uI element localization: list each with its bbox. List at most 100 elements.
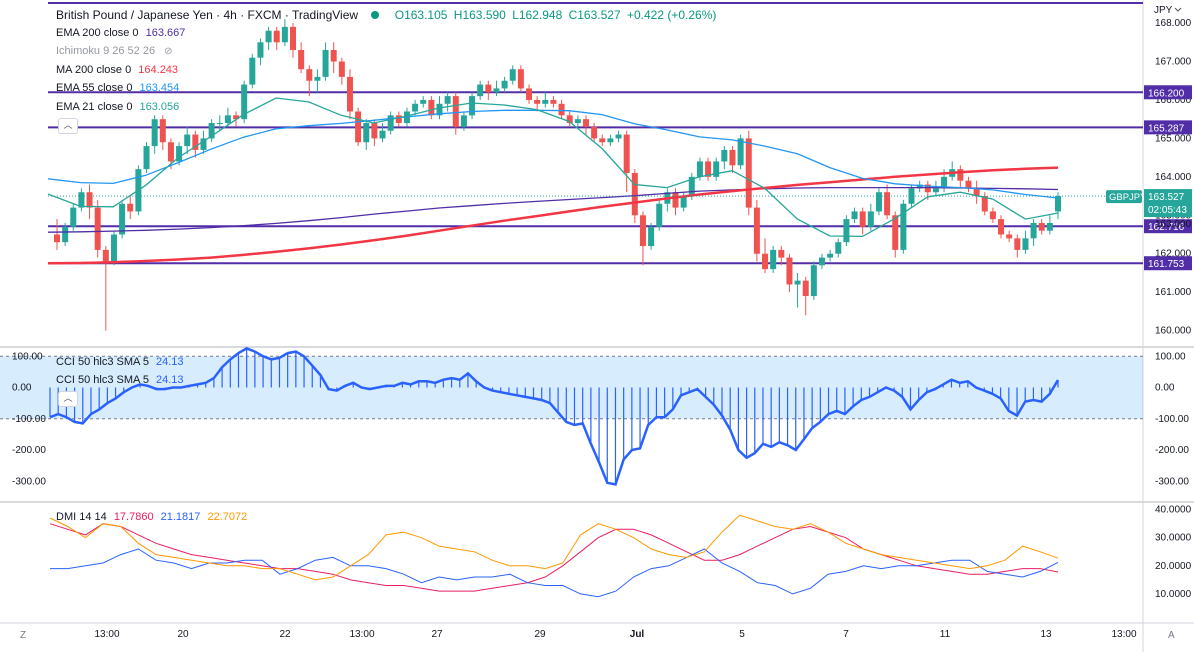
candle-body xyxy=(436,103,443,116)
candle-body xyxy=(566,115,573,124)
candle-body xyxy=(1030,222,1037,239)
candle-body xyxy=(900,203,907,250)
level-price-tag xyxy=(1144,85,1192,100)
currency-label: JPY xyxy=(1154,5,1173,16)
candle-body xyxy=(241,84,248,120)
candle-body xyxy=(623,134,630,173)
candle-body xyxy=(159,119,166,143)
cci-tick-label-left: -200.00 xyxy=(12,445,46,456)
candle-body xyxy=(192,134,199,150)
moving-average-line xyxy=(47,166,1059,265)
time-tick-label: 27 xyxy=(431,629,443,640)
candle-body xyxy=(184,134,191,147)
price-tick-label: 168.000 xyxy=(1155,18,1192,29)
candle-body xyxy=(908,188,915,204)
moving-average-line xyxy=(47,109,1059,199)
candle-body xyxy=(729,149,736,166)
candle-body xyxy=(257,42,264,58)
time-tick-label: 11 xyxy=(940,629,951,640)
indicator-ema21[interactable]: EMA 21 close 0 163.056 xyxy=(56,101,180,113)
candle-body xyxy=(322,49,329,77)
close-value: C163.527 xyxy=(568,8,621,22)
candle-body xyxy=(224,115,231,124)
candle-body xyxy=(428,99,435,116)
candle-body xyxy=(745,138,752,208)
cci-tick-label-left: 100.00 xyxy=(12,351,43,362)
candle-body xyxy=(916,184,923,189)
change-value: +0.422 (+0.26%) xyxy=(626,8,717,22)
price-tick-label: 161.000 xyxy=(1155,287,1192,298)
bar-countdown-label: 02:05:43 xyxy=(1148,205,1187,216)
candle-body xyxy=(110,234,117,262)
dmi-legend[interactable]: DMI 14 14 17.7860 21.1817 22.7072 xyxy=(56,511,248,523)
price-tag-bg xyxy=(1144,189,1192,218)
dmi-tick-label: 30.0000 xyxy=(1155,533,1192,544)
candle-body xyxy=(932,188,939,193)
candle-body xyxy=(696,161,703,177)
candle-body xyxy=(591,126,598,139)
cci-band xyxy=(0,356,1143,419)
price-tick-label: 162.000 xyxy=(1155,249,1192,260)
auto-scale-button[interactable]: A xyxy=(1168,630,1175,641)
candle-body xyxy=(54,234,60,243)
candle-body xyxy=(119,203,126,235)
candle-body xyxy=(509,69,516,81)
candle-body xyxy=(737,138,744,166)
candle-body xyxy=(379,130,386,139)
cci-tick-label-left: 0.00 xyxy=(12,383,32,394)
moving-average-line xyxy=(47,97,1059,238)
collapse-cci-legend-button[interactable]: ︿ xyxy=(58,391,78,407)
candle-body xyxy=(574,119,581,124)
time-tick-label: 20 xyxy=(177,629,189,640)
open-value: O163.105 xyxy=(394,8,448,22)
cci-legend-2[interactable]: CCI 50 hlc3 SMA 5 24.13 xyxy=(56,374,184,386)
indicator-ma200[interactable]: MA 200 close 0 164.243 xyxy=(56,64,179,76)
candle-body xyxy=(1022,238,1029,250)
candle-body xyxy=(631,173,638,216)
indicator-ema200[interactable]: EMA 200 close 0 163.667 xyxy=(56,27,186,39)
hidden-eye-icon[interactable]: ⊘ xyxy=(164,46,173,57)
candle-body xyxy=(265,30,272,43)
candle-body xyxy=(233,115,240,120)
indicator-ema55[interactable]: EMA 55 close 0 163.454 xyxy=(56,82,180,94)
candle-body xyxy=(818,257,825,266)
level-price-label: 166.200 xyxy=(1148,88,1185,99)
candle-body xyxy=(460,115,467,127)
candle-body xyxy=(680,196,687,208)
candle-body xyxy=(550,99,557,104)
candle-body xyxy=(534,99,541,104)
candle-body xyxy=(998,219,1005,235)
low-value: L162.948 xyxy=(512,8,563,22)
price-tick-label: 166.000 xyxy=(1155,95,1192,106)
dmi-tick-label: 40.0000 xyxy=(1155,505,1192,516)
candle-body xyxy=(420,99,427,104)
candle-body xyxy=(688,176,695,197)
indicator-ichimoku[interactable]: Ichimoku 9 26 52 26 ⊘ xyxy=(56,45,173,57)
candle-body xyxy=(306,69,313,81)
time-tick-label: 13:00 xyxy=(94,629,119,640)
price-tick-label: 160.000 xyxy=(1155,326,1192,337)
candle-body xyxy=(273,30,280,43)
candle-body xyxy=(941,176,948,189)
candle-body xyxy=(314,76,321,81)
collapse-legend-button[interactable]: ︿ xyxy=(58,118,78,134)
dmi-line xyxy=(49,523,1059,592)
candle-body xyxy=(208,123,215,139)
cci-tick-label-left: -100.00 xyxy=(12,414,46,425)
symbol-tag-bg xyxy=(1106,190,1142,204)
candle-body xyxy=(167,142,174,162)
candle-body xyxy=(526,88,533,100)
timezone-button[interactable]: Z xyxy=(20,630,27,641)
candle-body xyxy=(127,203,134,212)
cci-legend-1[interactable]: CCI 50 hlc3 SMA 5 24.13 xyxy=(56,356,184,368)
candle-body xyxy=(835,242,842,254)
cci-tick-label-left: -300.00 xyxy=(12,476,46,487)
candle-body xyxy=(371,123,378,139)
price-tick-label: 164.000 xyxy=(1155,172,1192,183)
candle-body xyxy=(62,226,69,243)
candle-body xyxy=(281,26,288,43)
time-tick-label: Jul xyxy=(630,629,645,640)
candle-body xyxy=(802,280,809,297)
